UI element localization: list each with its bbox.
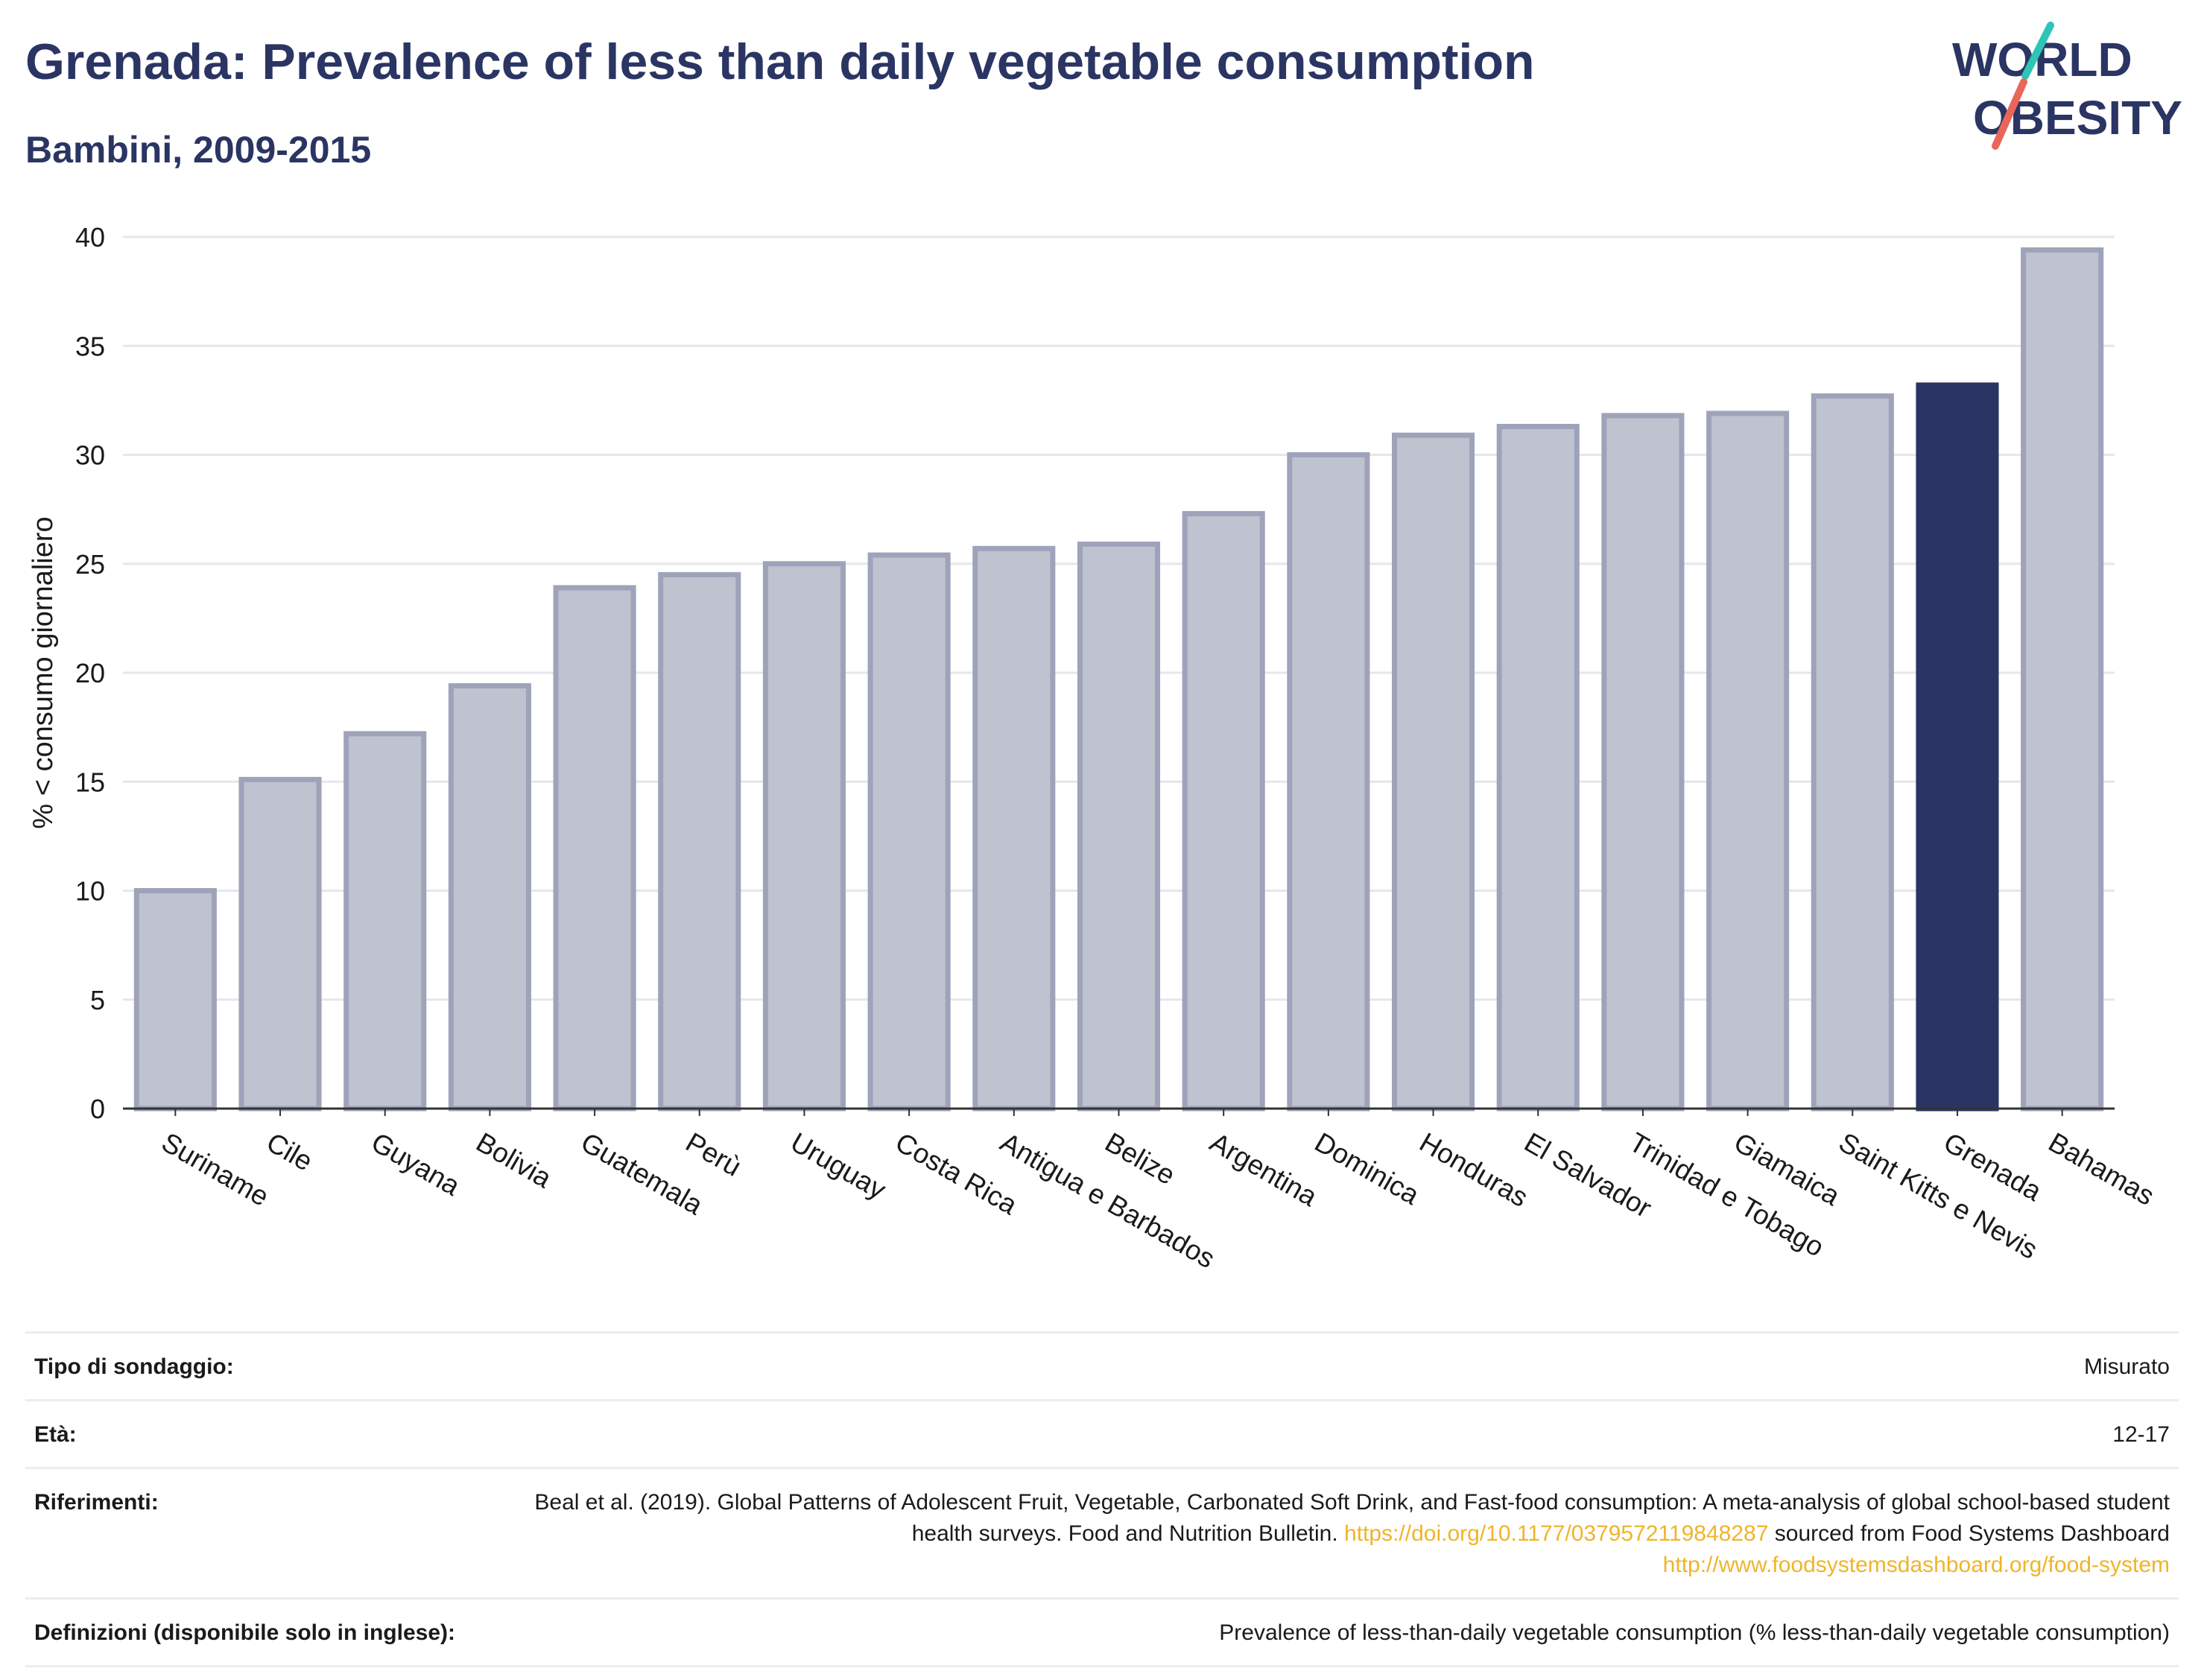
x-tick-label: Honduras — [1414, 1126, 1533, 1213]
doi-link[interactable]: https://doi.org/10.1177/0379572119848287 — [1344, 1521, 1769, 1546]
age-value: 12-17 — [2112, 1422, 2170, 1447]
y-tick-label: 40 — [75, 222, 105, 253]
bars — [133, 247, 2104, 1112]
info-row-definitions: Definizioni (disponibile solo in inglese… — [25, 1597, 2179, 1667]
bar-per- — [658, 571, 741, 1112]
x-tick-label: Guyana — [367, 1126, 466, 1202]
references-value: Beal et al. (2019). Global Patterns of A… — [531, 1487, 2170, 1581]
y-tick-label: 35 — [75, 331, 105, 361]
survey-type-value: Misurato — [2083, 1354, 2170, 1379]
bar-guatemala — [553, 585, 636, 1112]
y-tick-label: 25 — [75, 549, 105, 580]
age-label: Età: — [34, 1422, 77, 1447]
chart-subtitle: Bambini, 2009-2015 — [25, 129, 372, 171]
x-tick-label: Trinidad e Tobago — [1624, 1126, 1829, 1263]
info-row-survey: Tipo di sondaggio: Misurato — [25, 1331, 2179, 1399]
survey-type-label: Tipo di sondaggio: — [34, 1354, 234, 1379]
definitions-label: Definizioni (disponibile solo in inglese… — [34, 1620, 456, 1645]
dashboard-link[interactable]: http://www.foodsystemsdashboard.org/food… — [1662, 1553, 2170, 1577]
bar-bahamas — [2021, 247, 2104, 1112]
x-tick-label: Perù — [681, 1126, 747, 1182]
y-tick-label: 10 — [75, 876, 105, 907]
bar-giamaica — [1706, 411, 1790, 1112]
x-tick-label: Saint Kitts e Nevis — [1834, 1126, 2043, 1265]
y-tick-label: 20 — [75, 658, 105, 688]
info-row-references: Riferimenti: Beal et al. (2019). Global … — [25, 1467, 2179, 1597]
definitions-value: Prevalence of less-than-daily vegetable … — [1219, 1620, 2170, 1645]
x-tick-label: Belize — [1100, 1126, 1180, 1191]
bar-uruguay — [762, 561, 846, 1112]
bar-honduras — [1391, 432, 1475, 1112]
chart-title: Grenada: Prevalence of less than daily v… — [25, 34, 1535, 90]
bar-suriname — [133, 888, 217, 1112]
references-label: Riferimenti: — [34, 1490, 159, 1515]
bar-guyana — [343, 731, 427, 1112]
bar-dominica — [1287, 452, 1370, 1112]
x-tick-label: Dominica — [1310, 1126, 1425, 1211]
references-text-2: sourced from Food Systems Dashboard — [1774, 1521, 2170, 1546]
x-tick-label: Bahamas — [2043, 1126, 2159, 1211]
y-axis-ticks: 0 5 10 15 20 25 30 35 40 — [75, 222, 105, 1124]
x-tick-label: Cile — [262, 1126, 318, 1176]
references-text: Beal et al. (2019). Global Patterns of A… — [534, 1490, 2170, 1546]
bar-argentina — [1182, 510, 1265, 1112]
info-table: Tipo di sondaggio: Misurato Età: 12-17 R… — [25, 1331, 2179, 1667]
bar-belize — [1077, 541, 1161, 1112]
bar-cile — [238, 776, 322, 1112]
world-obesity-logo: WORLD OBESITY — [1952, 22, 2182, 150]
bar-grenada — [1916, 382, 1999, 1112]
y-axis-label: % < consumo giornaliero — [28, 516, 59, 828]
y-tick-label: 0 — [90, 1094, 105, 1124]
bar-costa-rica — [867, 552, 951, 1112]
y-tick-label: 30 — [75, 440, 105, 471]
y-tick-label: 15 — [75, 767, 105, 797]
info-row-age: Età: 12-17 — [25, 1399, 2179, 1467]
bar-el-salvador — [1496, 423, 1580, 1112]
x-tick-label: Argentina — [1205, 1126, 1323, 1212]
x-tick-label: Suriname — [156, 1126, 274, 1212]
bar-saint-kitts-e-nevis — [1811, 393, 1894, 1112]
x-tick-label: Uruguay — [785, 1126, 891, 1205]
bar-trinidad-e-tobago — [1601, 413, 1685, 1112]
y-tick-label: 5 — [90, 985, 105, 1015]
x-tick-label: Bolivia — [471, 1126, 557, 1194]
bar-bolivia — [448, 683, 531, 1112]
bar-antigua-e-barbados — [972, 545, 1056, 1112]
